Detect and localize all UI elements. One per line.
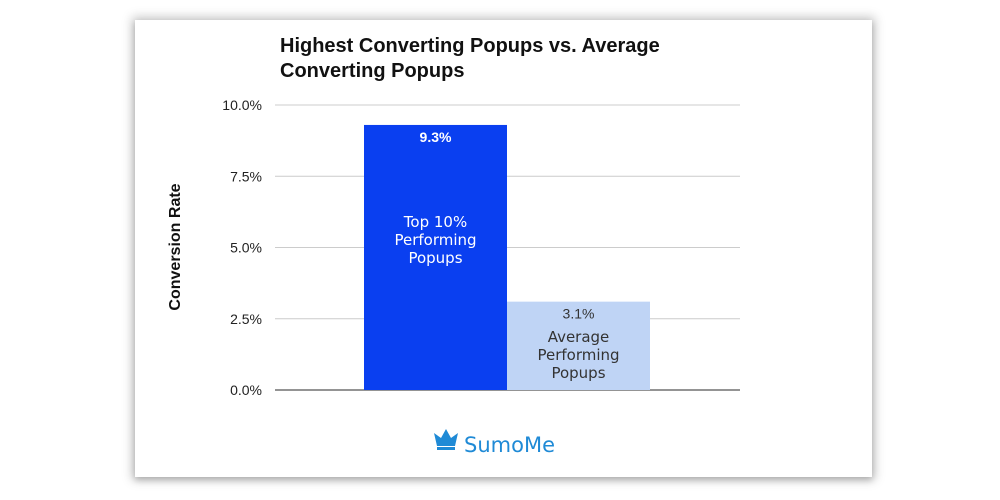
crown-icon [434, 429, 458, 446]
chart-card: Highest Converting Popups vs. Average Con… [135, 20, 872, 477]
y-tick-label: 7.5% [230, 168, 262, 184]
chart-title-line: Highest Converting Popups vs. Average [280, 35, 660, 57]
bar [364, 124, 507, 390]
y-tick-label: 2.5% [230, 311, 262, 327]
y-tick-label: 10.0% [222, 97, 262, 113]
bar-value-label: 9.3% [420, 129, 452, 145]
bar-value-label: 3.1% [563, 306, 595, 322]
bar-category-label: Average [548, 328, 610, 346]
bar-category-label: Performing [394, 231, 476, 249]
bar-chart: Highest Converting Popups vs. Average Con… [167, 35, 740, 457]
bar-category-label: Top 10% [403, 213, 467, 231]
y-tick-label: 0.0% [230, 382, 262, 398]
bar-category-label: Popups [551, 364, 605, 382]
y-tick-label: 5.0% [230, 240, 262, 256]
bar [507, 301, 650, 390]
chart-title-line: Converting Popups [280, 60, 464, 82]
bar-category-label: Popups [408, 249, 462, 267]
bar-category-label: Performing [537, 346, 619, 364]
crown-icon-base [437, 447, 455, 450]
brand-logo-text: SumoMe [464, 433, 555, 457]
y-axis-label: Conversion Rate [167, 183, 184, 310]
